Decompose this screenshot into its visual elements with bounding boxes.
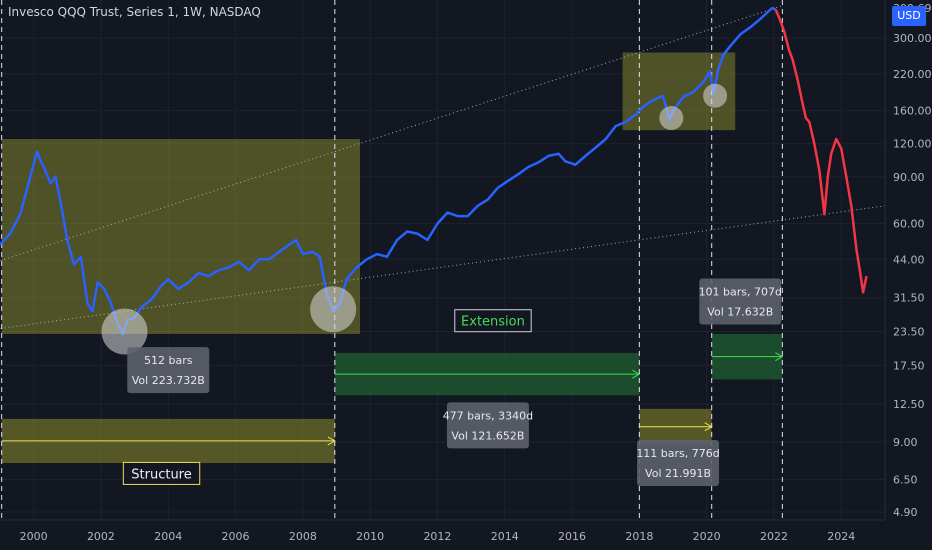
structure-label: Structure	[131, 467, 191, 482]
y-tick-label: 90.00	[893, 171, 925, 184]
x-tick-label: 2006	[222, 530, 250, 543]
extension-label: Extension	[461, 315, 525, 330]
x-tick-label: 2004	[154, 530, 182, 543]
info-box	[127, 347, 210, 394]
y-tick-label: 60.00	[893, 218, 925, 231]
green-range-arrowhead	[775, 352, 784, 362]
info-box-text: 512 bars	[144, 354, 193, 367]
x-tick-label: 2018	[625, 530, 653, 543]
currency-badge[interactable]: USD	[892, 6, 926, 26]
x-tick-label: 2022	[760, 530, 788, 543]
price-scale-bg	[885, 0, 932, 550]
y-tick-label: 120.00	[893, 138, 932, 151]
y-tick-label: 300.00	[893, 32, 932, 45]
x-tick-label: 2016	[558, 530, 586, 543]
label-box	[454, 309, 532, 333]
y-tick-label: 6.50	[893, 473, 918, 486]
info-box	[446, 402, 529, 449]
time-scale-bg	[0, 520, 932, 550]
y-tick-label: 4.90	[893, 506, 918, 519]
highlight-circle	[703, 83, 728, 108]
chart-title: Invesco QQQ Trust, Series 1, 1W, NASDAQ	[8, 5, 261, 19]
x-tick-label: 2002	[87, 530, 115, 543]
highlight-circle	[101, 308, 148, 355]
y-tick-label: 44.00	[893, 253, 925, 266]
info-box	[699, 278, 782, 325]
yellow-range-arrowhead	[327, 436, 336, 446]
y-tick-label: 17.50	[893, 359, 925, 372]
yellow-zone	[1, 139, 361, 334]
x-tick-label: 2024	[827, 530, 855, 543]
y-tick-label: 31.50	[893, 292, 925, 305]
y-tick-label: 23.50	[893, 325, 925, 338]
info-box	[637, 439, 720, 486]
info-box-text: Vol 121.652B	[451, 429, 524, 442]
highlight-circle	[659, 106, 684, 131]
info-box-text: 101 bars, 707d	[699, 285, 782, 298]
highlight-circle	[310, 286, 357, 333]
x-tick-label: 2000	[20, 530, 48, 543]
y-tick-label: 12.50	[893, 398, 925, 411]
info-box-text: Vol 17.632B	[707, 305, 773, 318]
label-box	[122, 461, 201, 485]
green-range-arrowhead	[632, 369, 641, 379]
info-box-text: 111 bars, 776d	[636, 447, 719, 460]
x-tick-label: 2010	[356, 530, 384, 543]
info-box-text: Vol 21.991B	[645, 467, 711, 480]
y-tick-label: 9.00	[893, 436, 918, 449]
price-line-down	[774, 8, 868, 294]
channel-line	[0, 205, 886, 330]
info-box-text: 477 bars, 3340d	[443, 409, 533, 422]
x-tick-label: 2008	[289, 530, 317, 543]
x-tick-label: 2012	[423, 530, 451, 543]
y-tick-label: 220.00	[893, 68, 932, 81]
y-tick-label: 160.00	[893, 105, 932, 118]
info-box-text: Vol 223.732B	[132, 374, 205, 387]
x-tick-label: 2014	[491, 530, 519, 543]
x-tick-label: 2020	[693, 530, 721, 543]
